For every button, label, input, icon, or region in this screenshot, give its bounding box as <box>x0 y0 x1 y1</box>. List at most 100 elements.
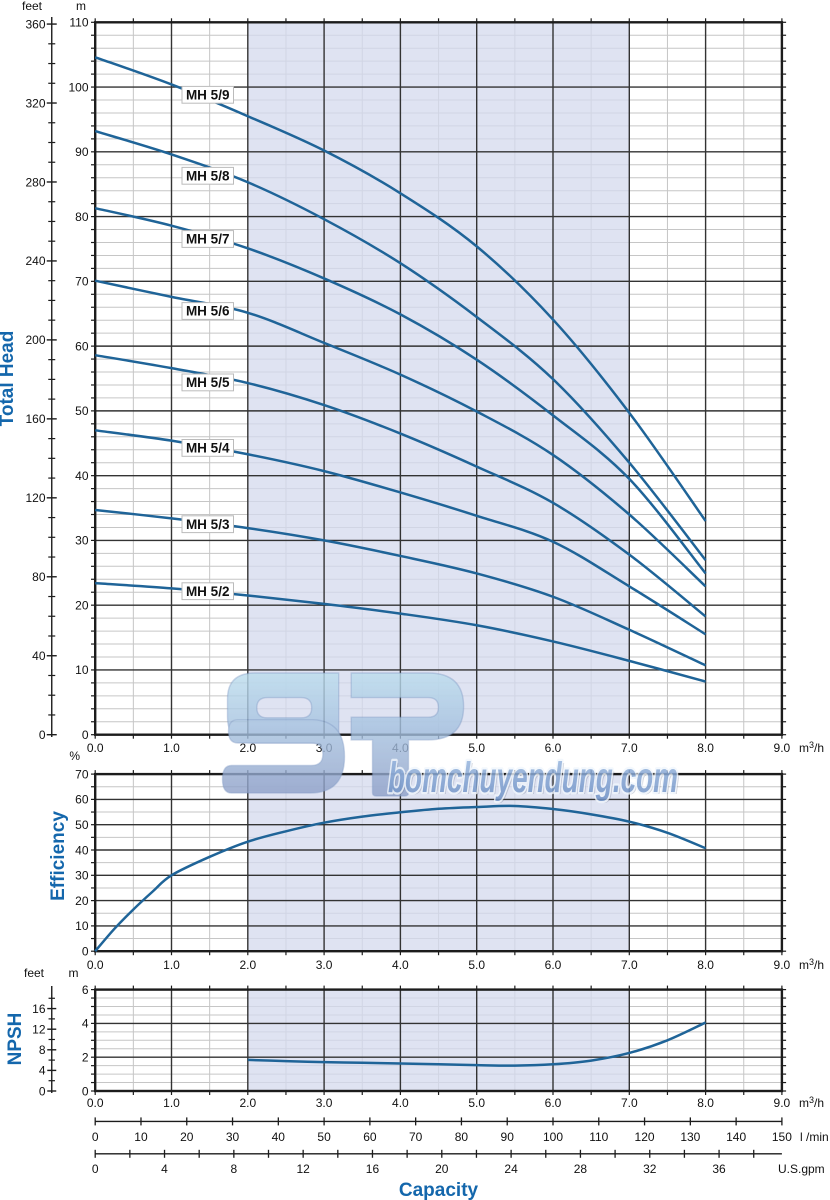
svg-text:MH 5/8: MH 5/8 <box>186 169 230 184</box>
svg-text:40: 40 <box>75 469 89 483</box>
svg-text:MH 5/3: MH 5/3 <box>186 517 230 532</box>
svg-text:Total Head: Total Head <box>0 331 18 427</box>
svg-text:4.0: 4.0 <box>392 1096 409 1110</box>
svg-text:7.0: 7.0 <box>621 958 638 972</box>
svg-text:40: 40 <box>272 1130 286 1144</box>
svg-text:60: 60 <box>75 793 89 807</box>
svg-text:5.0: 5.0 <box>468 958 485 972</box>
svg-text:12: 12 <box>32 1022 46 1036</box>
svg-text:MH 5/9: MH 5/9 <box>186 88 230 103</box>
svg-text:30: 30 <box>226 1130 240 1144</box>
svg-text:8.0: 8.0 <box>697 1096 714 1110</box>
svg-text:9.0: 9.0 <box>774 1096 791 1110</box>
svg-text:50: 50 <box>75 818 89 832</box>
svg-text:bomchuyendung.com: bomchuyendung.com <box>388 754 678 802</box>
svg-text:70: 70 <box>75 767 89 781</box>
svg-text:NPSH: NPSH <box>5 1013 26 1066</box>
svg-text:6.0: 6.0 <box>545 741 562 755</box>
svg-text:Efficiency: Efficiency <box>48 811 69 901</box>
svg-text:120: 120 <box>25 491 45 505</box>
svg-text:36: 36 <box>712 1162 726 1176</box>
svg-text:MH 5/5: MH 5/5 <box>186 375 230 390</box>
svg-text:8.0: 8.0 <box>697 958 714 972</box>
svg-text:140: 140 <box>726 1130 746 1144</box>
svg-text:28: 28 <box>574 1162 588 1176</box>
svg-text:160: 160 <box>25 412 45 426</box>
svg-text:110: 110 <box>589 1130 608 1144</box>
svg-text:20: 20 <box>180 1130 194 1144</box>
svg-text:30: 30 <box>75 869 89 883</box>
svg-text:bomchuyendung.com: bomchuyendung.com <box>388 754 678 802</box>
svg-text:MH 5/2: MH 5/2 <box>186 584 230 599</box>
svg-text:0.0: 0.0 <box>87 958 104 972</box>
svg-text:5.0: 5.0 <box>468 1096 485 1110</box>
svg-text:150: 150 <box>772 1130 792 1144</box>
svg-text:U.S.gpm: U.S.gpm <box>778 1162 825 1176</box>
svg-text:360: 360 <box>25 17 45 31</box>
svg-text:m: m <box>76 0 86 13</box>
svg-text:320: 320 <box>25 96 45 110</box>
svg-text:20: 20 <box>75 598 89 612</box>
svg-text:32: 32 <box>643 1162 657 1176</box>
svg-text:9.0: 9.0 <box>774 958 791 972</box>
svg-text:m: m <box>69 966 79 980</box>
svg-text:m3/h: m3/h <box>799 1095 824 1110</box>
svg-text:90: 90 <box>501 1130 515 1144</box>
svg-text:10: 10 <box>75 663 89 677</box>
svg-text:70: 70 <box>75 275 89 289</box>
svg-text:feet: feet <box>22 0 43 13</box>
svg-text:MH 5/6: MH 5/6 <box>186 304 230 319</box>
svg-text:0: 0 <box>92 1162 99 1176</box>
svg-text:24: 24 <box>504 1162 518 1176</box>
svg-text:bomchuyendung.com: bomchuyendung.com <box>390 756 680 804</box>
svg-text:60: 60 <box>363 1130 377 1144</box>
svg-text:100: 100 <box>68 80 88 94</box>
svg-text:feet: feet <box>24 966 45 980</box>
svg-text:6.0: 6.0 <box>545 1096 562 1110</box>
svg-text:100: 100 <box>543 1130 563 1144</box>
svg-text:4: 4 <box>82 1017 89 1031</box>
svg-text:110: 110 <box>69 16 88 30</box>
svg-text:9.0: 9.0 <box>774 741 791 755</box>
svg-text:Capacity: Capacity <box>399 1180 479 1200</box>
svg-text:80: 80 <box>75 210 89 224</box>
svg-text:6: 6 <box>82 983 89 997</box>
svg-text:2.0: 2.0 <box>239 741 256 755</box>
svg-text:4.0: 4.0 <box>392 958 409 972</box>
svg-text:50: 50 <box>317 1130 331 1144</box>
svg-text:2: 2 <box>82 1051 89 1065</box>
svg-text:40: 40 <box>75 843 89 857</box>
svg-text:7.0: 7.0 <box>621 1096 638 1110</box>
svg-text:5.0: 5.0 <box>468 741 485 755</box>
svg-text:MH 5/7: MH 5/7 <box>186 232 230 247</box>
svg-text:m3/h: m3/h <box>799 957 824 972</box>
svg-text:0: 0 <box>82 945 89 959</box>
svg-text:l /min: l /min <box>800 1130 829 1144</box>
svg-text:3.0: 3.0 <box>316 958 333 972</box>
svg-text:1.0: 1.0 <box>163 958 180 972</box>
svg-text:0: 0 <box>82 1084 89 1098</box>
svg-text:0.0: 0.0 <box>87 741 104 755</box>
svg-text:50: 50 <box>75 404 89 418</box>
svg-text:10: 10 <box>75 919 89 933</box>
svg-text:20: 20 <box>75 894 89 908</box>
svg-text:0: 0 <box>39 728 46 742</box>
svg-text:3.0: 3.0 <box>316 1096 333 1110</box>
svg-text:4: 4 <box>39 1064 46 1078</box>
svg-text:30: 30 <box>75 534 89 548</box>
svg-text:40: 40 <box>32 649 46 663</box>
svg-text:%: % <box>69 749 80 763</box>
svg-text:8.0: 8.0 <box>697 741 714 755</box>
svg-text:80: 80 <box>455 1130 469 1144</box>
svg-text:1.0: 1.0 <box>163 1096 180 1110</box>
svg-text:2.0: 2.0 <box>239 958 256 972</box>
svg-text:0.0: 0.0 <box>87 1096 104 1110</box>
svg-text:280: 280 <box>25 175 45 189</box>
svg-text:1.0: 1.0 <box>163 741 180 755</box>
svg-text:70: 70 <box>409 1130 423 1144</box>
svg-text:16: 16 <box>32 1002 46 1016</box>
svg-text:0: 0 <box>92 1130 99 1144</box>
svg-text:4: 4 <box>161 1162 168 1176</box>
svg-text:0: 0 <box>39 1084 46 1098</box>
svg-text:m3/h: m3/h <box>799 740 824 755</box>
